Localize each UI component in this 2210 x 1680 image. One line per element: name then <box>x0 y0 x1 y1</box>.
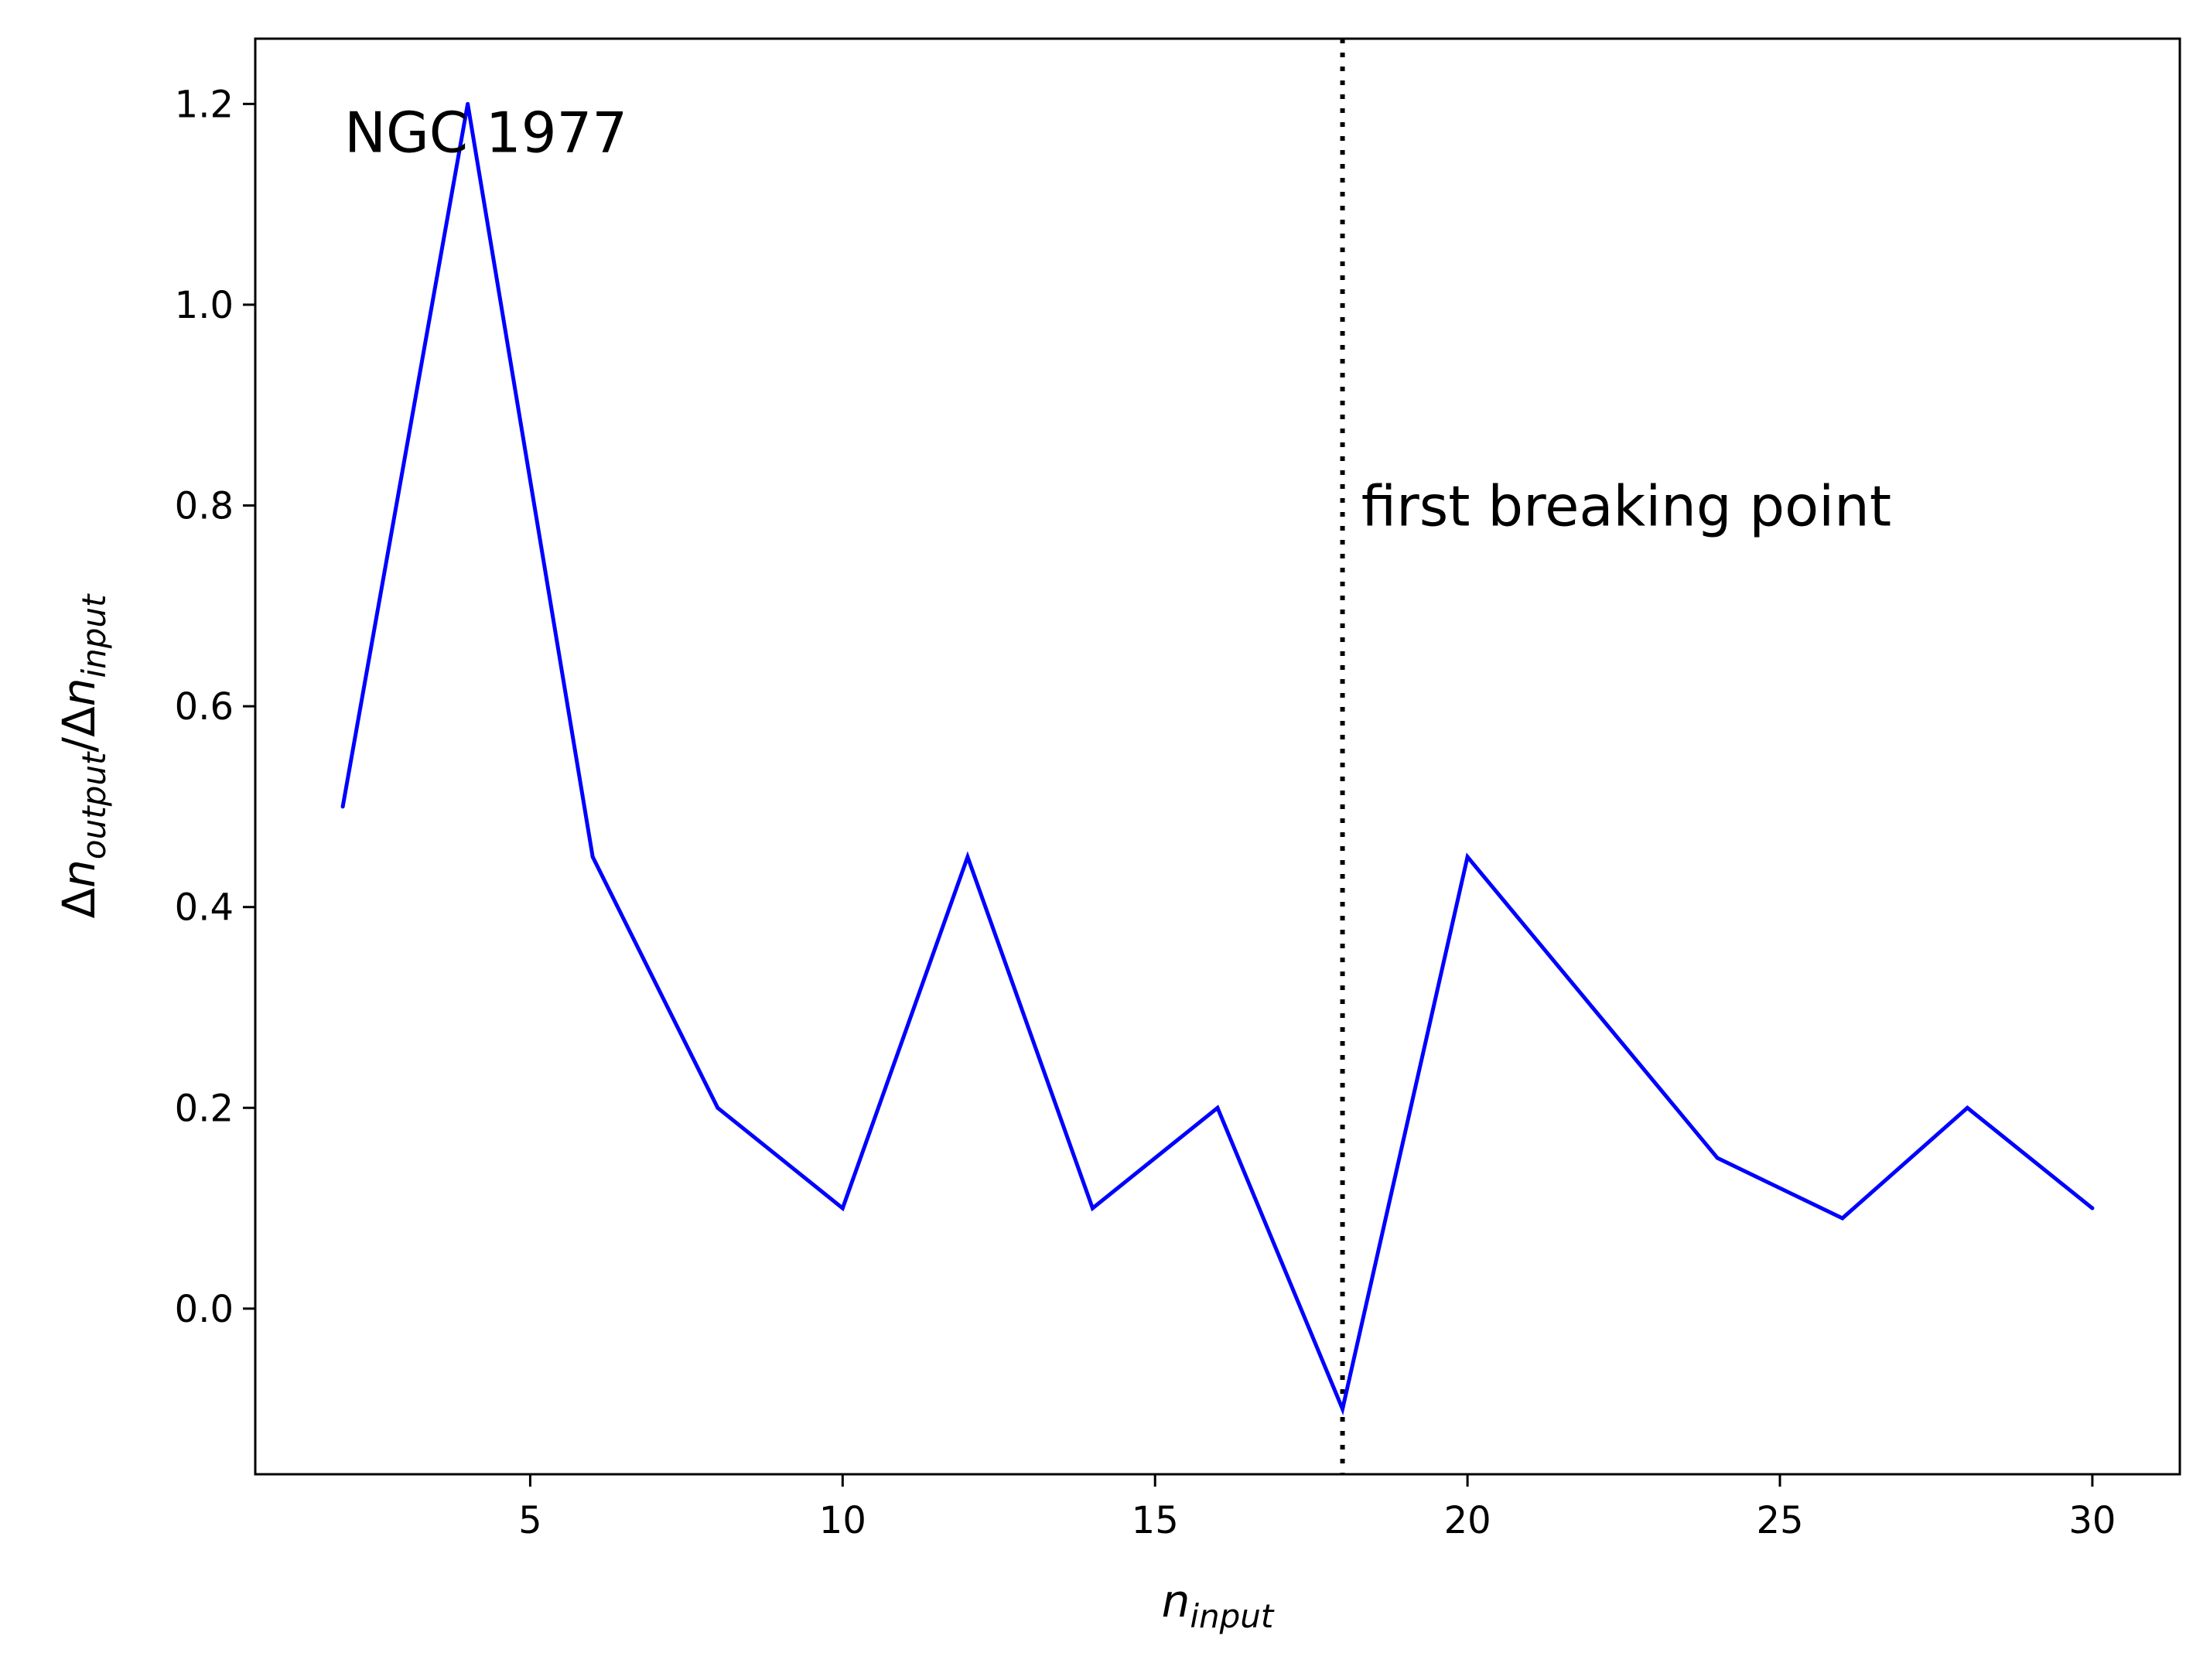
data-point <box>1840 1216 1845 1221</box>
data-point <box>340 804 345 809</box>
y-axis-label-delta-2: Δ <box>53 706 105 737</box>
y-axis-label-slash: / <box>53 737 105 753</box>
x-axis-label: ninput <box>1162 1575 1275 1635</box>
y-tick-label: 0.8 <box>175 485 234 528</box>
data-layer <box>340 39 2095 1474</box>
y-axis-label-base-1: n <box>53 859 105 888</box>
data-point <box>590 855 595 859</box>
x-axis-label-sub: input <box>1190 1597 1275 1635</box>
ticks-layer: 5 10 15 20 25 30 0.0 0.2 0.4 0.6 0.8 1.0 1.2 <box>175 83 2116 1542</box>
y-axis-label-sub-num: output <box>75 751 113 859</box>
data-point <box>1215 1105 1220 1110</box>
series-line <box>340 103 2094 1415</box>
y-axis-label-sub-den: input <box>75 593 113 678</box>
x-tick-label: 25 <box>1756 1499 1803 1542</box>
data-point <box>1590 1005 1595 1009</box>
x-tick-label: 10 <box>819 1499 866 1542</box>
data-point <box>716 1105 720 1110</box>
data-point <box>1090 1206 1095 1210</box>
y-tick-label: 0.6 <box>175 685 234 729</box>
x-tick-label: 30 <box>2068 1499 2116 1542</box>
x-tick-label: 5 <box>518 1499 542 1542</box>
y-tick-label: 1.0 <box>175 284 234 327</box>
axes-frame <box>254 37 2181 1476</box>
y-tick-label: 0.0 <box>175 1288 234 1331</box>
data-point <box>2090 1206 2095 1210</box>
y-axis-label-base-2: n <box>53 678 105 707</box>
y-tick-label: 0.2 <box>175 1087 234 1130</box>
data-point <box>840 1206 845 1210</box>
x-tick-label: 15 <box>1132 1499 1179 1542</box>
data-point <box>1715 1156 1720 1160</box>
annotation-breaking-point: first breaking point <box>1361 474 1891 539</box>
y-tick-label: 1.2 <box>175 83 234 126</box>
x-tick-label: 20 <box>1444 1499 1491 1542</box>
data-point <box>965 855 970 859</box>
y-axis-label: Δnoutput/Δninput <box>53 593 113 919</box>
x-axis-label-base: n <box>1162 1575 1190 1627</box>
annotation-object: NGC 1977 <box>344 100 627 165</box>
data-point <box>1341 1407 1345 1412</box>
plot-area <box>254 37 2181 1476</box>
y-tick-label: 0.4 <box>175 886 234 930</box>
data-point <box>466 101 470 106</box>
data-point <box>1465 855 1470 859</box>
y-axis-label-delta-1: Δ <box>53 888 105 919</box>
data-point <box>1965 1105 1969 1110</box>
